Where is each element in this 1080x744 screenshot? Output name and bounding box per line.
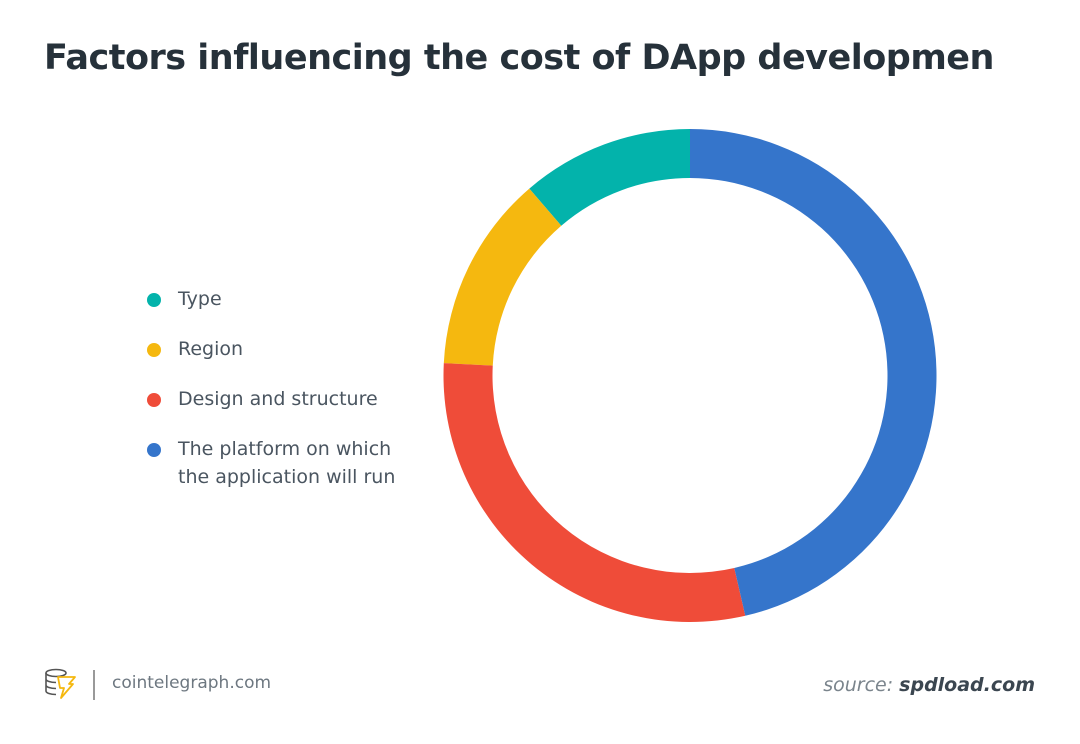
cointelegraph-logo-icon (45, 668, 76, 699)
source-prefix: source: (823, 674, 894, 696)
legend-item-type: Type (147, 285, 438, 313)
site-name: cointelegraph.com (112, 673, 272, 693)
donut-slice-the (690, 129, 937, 616)
donut-slice-type (529, 129, 690, 226)
legend-label: Design and structure (178, 388, 378, 410)
legend-label: Type (178, 288, 222, 310)
legend-dot (147, 393, 161, 407)
legend-dot (147, 343, 161, 357)
legend: Type Region Design and structure The pla… (147, 285, 438, 513)
source-name: spdload.com (899, 674, 1035, 696)
legend-label-line2: the application will run (178, 466, 396, 488)
legend-item-region: Region (147, 335, 438, 363)
footer-divider (93, 670, 95, 700)
legend-dot (147, 443, 161, 457)
legend-label: The platform on which (178, 438, 392, 460)
legend-dot (147, 293, 161, 307)
legend-item-design: Design and structure (147, 385, 438, 413)
legend-label: Region (178, 338, 244, 360)
donut-slice-design (443, 363, 746, 622)
donut-slice-region (443, 188, 562, 366)
source-credit: source: spdload.com (823, 674, 1035, 696)
legend-item-platform: The platform on which the application wil… (147, 435, 438, 491)
chart-title: Factors influencing the cost of DApp dev… (44, 38, 994, 78)
